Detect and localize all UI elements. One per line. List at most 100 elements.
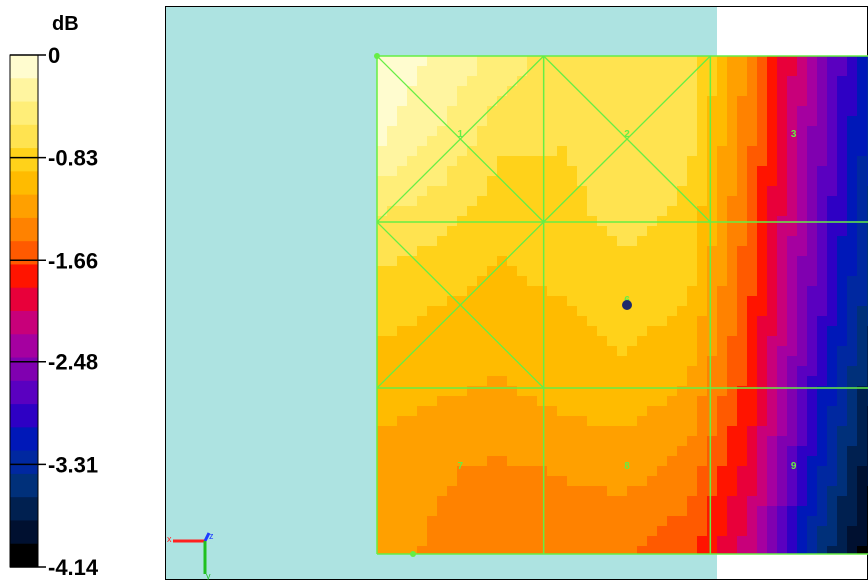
field-cell bbox=[837, 426, 848, 437]
field-cell bbox=[507, 86, 518, 97]
field-cell bbox=[567, 486, 578, 497]
field-cell bbox=[557, 356, 568, 367]
field-cell bbox=[767, 526, 778, 537]
field-cell bbox=[407, 246, 418, 257]
field-cell bbox=[547, 206, 558, 217]
field-cell bbox=[417, 296, 428, 307]
field-cell bbox=[687, 156, 698, 167]
field-cell bbox=[547, 126, 558, 137]
field-cell bbox=[627, 536, 638, 547]
field-cell bbox=[837, 536, 848, 547]
field-cell bbox=[587, 396, 598, 407]
field-cell bbox=[557, 536, 568, 547]
field-cell bbox=[597, 336, 608, 347]
field-cell bbox=[637, 336, 648, 347]
field-cell bbox=[467, 166, 478, 177]
field-cell bbox=[857, 406, 868, 417]
field-cell bbox=[777, 356, 788, 367]
field-cell bbox=[487, 396, 498, 407]
field-cell bbox=[727, 526, 738, 537]
field-cell bbox=[427, 236, 438, 247]
field-cell bbox=[817, 386, 828, 397]
field-cell bbox=[697, 166, 708, 177]
field-cell bbox=[657, 456, 668, 467]
field-cell bbox=[757, 226, 768, 237]
field-cell bbox=[457, 296, 468, 307]
field-cell bbox=[747, 256, 758, 267]
field-cell bbox=[787, 116, 798, 127]
field-cell bbox=[707, 486, 718, 497]
field-cell bbox=[487, 386, 498, 397]
field-cell bbox=[807, 546, 818, 555]
field-cell bbox=[787, 436, 798, 447]
field-cell bbox=[737, 66, 748, 77]
field-cell bbox=[587, 476, 598, 487]
field-cell bbox=[697, 96, 708, 107]
field-cell bbox=[387, 206, 398, 217]
field-cell bbox=[757, 386, 768, 397]
field-cell bbox=[787, 476, 798, 487]
field-cell bbox=[717, 496, 728, 507]
field-cell bbox=[447, 436, 458, 447]
field-cell bbox=[777, 276, 788, 287]
field-cell bbox=[787, 416, 798, 427]
field-cell bbox=[627, 496, 638, 507]
field-cell bbox=[747, 386, 758, 397]
field-cell bbox=[477, 226, 488, 237]
field-cell bbox=[637, 176, 648, 187]
field-cell bbox=[447, 406, 458, 417]
field-cell bbox=[447, 226, 458, 237]
field-cell bbox=[667, 286, 678, 297]
field-cell bbox=[577, 86, 588, 97]
field-cell bbox=[647, 256, 658, 267]
field-cell bbox=[447, 196, 458, 207]
field-cell bbox=[697, 306, 708, 317]
field-cell bbox=[587, 96, 598, 107]
field-cell bbox=[387, 406, 398, 417]
field-cell bbox=[497, 266, 508, 277]
field-cell bbox=[657, 66, 668, 77]
field-cell bbox=[627, 436, 638, 447]
field-cell bbox=[397, 56, 408, 67]
field-cell bbox=[797, 176, 808, 187]
field-cell bbox=[627, 386, 638, 397]
field-cell bbox=[797, 486, 808, 497]
field-cell bbox=[827, 226, 838, 237]
field-cell bbox=[447, 336, 458, 347]
field-cell bbox=[597, 496, 608, 507]
field-cell bbox=[647, 406, 658, 417]
field-cell bbox=[767, 416, 778, 427]
field-cell bbox=[637, 136, 648, 147]
field-cell bbox=[547, 366, 558, 377]
field-cell bbox=[847, 166, 858, 177]
colorbar-tick-label: -4.14 bbox=[48, 555, 99, 580]
field-cell bbox=[497, 256, 508, 267]
field-cell bbox=[497, 346, 508, 357]
field-cell bbox=[727, 426, 738, 437]
field-cell bbox=[447, 96, 458, 107]
field-cell bbox=[747, 206, 758, 217]
field-cell bbox=[387, 266, 398, 277]
field-cell bbox=[517, 546, 528, 555]
field-cell bbox=[617, 526, 628, 537]
field-cell bbox=[667, 356, 678, 367]
field-cell bbox=[617, 236, 628, 247]
field-cell bbox=[387, 546, 398, 555]
field-cell bbox=[777, 86, 788, 97]
field-cell bbox=[697, 196, 708, 207]
field-cell bbox=[777, 506, 788, 517]
field-cell bbox=[567, 136, 578, 147]
field-cell bbox=[427, 96, 438, 107]
field-cell bbox=[447, 546, 458, 555]
field-cell bbox=[567, 146, 578, 157]
field-cell bbox=[407, 476, 418, 487]
field-cell bbox=[727, 306, 738, 317]
field-cell bbox=[677, 316, 688, 327]
field-cell bbox=[827, 506, 838, 517]
field-cell bbox=[437, 456, 448, 467]
field-cell bbox=[717, 416, 728, 427]
field-cell bbox=[687, 446, 698, 457]
field-cell bbox=[737, 226, 748, 237]
field-cell bbox=[457, 446, 468, 457]
field-cell bbox=[787, 406, 798, 417]
